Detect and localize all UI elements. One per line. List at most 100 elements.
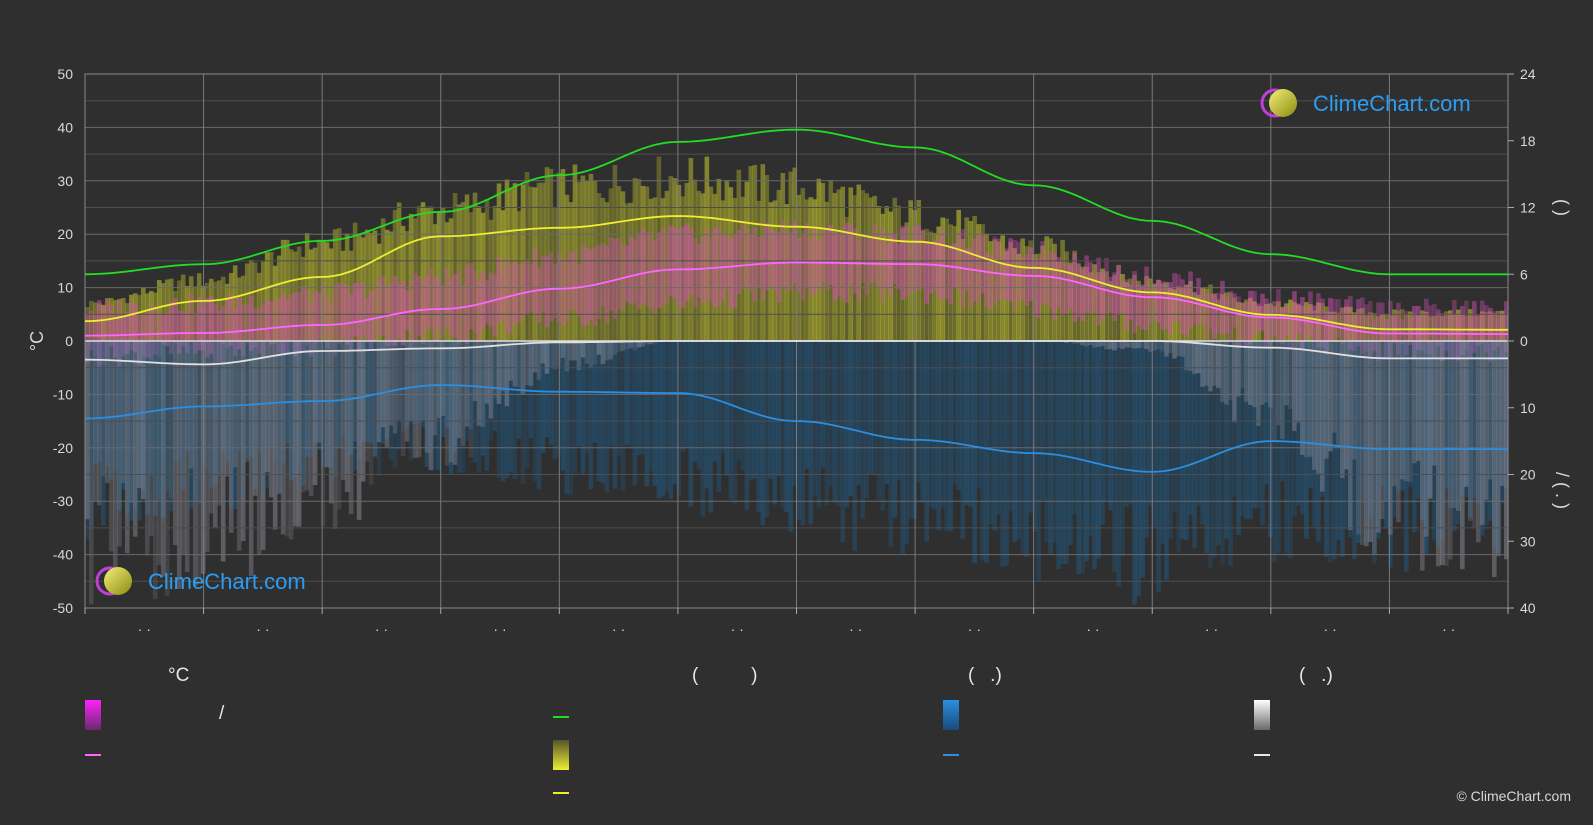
sunshine-band-bar bbox=[756, 200, 762, 341]
temperature-band-bar bbox=[216, 310, 222, 363]
temperature-band-bar bbox=[1248, 290, 1253, 345]
temperature-band-bar bbox=[1300, 296, 1305, 350]
sunshine-band-bar bbox=[456, 204, 462, 341]
rain-band-bar bbox=[1044, 341, 1049, 543]
rain-band-bar bbox=[1256, 341, 1261, 508]
temperature-band-bar bbox=[1008, 238, 1013, 302]
temperature-band-bar bbox=[856, 241, 862, 301]
temperature-band-bar bbox=[1192, 293, 1197, 325]
rain-band-bar bbox=[692, 341, 698, 462]
sunshine-band-bar bbox=[1396, 310, 1401, 341]
rain-band-bar bbox=[564, 341, 570, 495]
sunshine-band-bar bbox=[628, 202, 634, 341]
logo-bottom-left: ClimeChart.com bbox=[95, 566, 306, 596]
rain-band-bar bbox=[300, 341, 306, 487]
snow-band-bar bbox=[112, 341, 118, 590]
rain-band-bar bbox=[940, 341, 945, 508]
rain-band-bar bbox=[312, 341, 318, 443]
sunshine-band-bar bbox=[500, 210, 506, 341]
temperature-band-bar bbox=[1184, 284, 1189, 337]
snow-band-bar bbox=[1076, 341, 1081, 344]
sunshine-band-bar bbox=[1160, 283, 1165, 341]
temperature-band-bar bbox=[464, 265, 470, 344]
sunshine-band-bar bbox=[980, 224, 985, 341]
left-tick-label: -10 bbox=[53, 386, 73, 402]
temperature-band-bar bbox=[636, 232, 642, 310]
sunshine-band-bar bbox=[1492, 313, 1497, 341]
rain-band-bar bbox=[600, 341, 606, 484]
snow-band-bar bbox=[1224, 341, 1229, 405]
rain-band-bar bbox=[1504, 341, 1509, 489]
temperature-band-bar bbox=[744, 228, 750, 288]
temperature-band-bar bbox=[592, 247, 598, 327]
legend-sunshine-swatch bbox=[553, 740, 569, 770]
snow-band-bar bbox=[308, 341, 314, 497]
sunshine-band-bar bbox=[204, 282, 210, 341]
sunshine-band-bar bbox=[1144, 275, 1149, 341]
rain-band-bar bbox=[1316, 341, 1321, 542]
temperature-band-bar bbox=[448, 278, 454, 336]
rain-band-bar bbox=[1228, 341, 1233, 567]
temperature-band-bar bbox=[340, 284, 346, 338]
sunshine-band-bar bbox=[968, 221, 973, 341]
sunshine-band-bar bbox=[1064, 251, 1069, 341]
temperature-band-bar bbox=[328, 302, 334, 339]
snow-band-bar bbox=[148, 341, 154, 537]
sunshine-band-bar bbox=[988, 241, 993, 341]
snow-band-bar bbox=[584, 341, 590, 364]
temperature-band-bar bbox=[272, 299, 278, 344]
snow-band-bar bbox=[272, 341, 278, 530]
sunshine-band-bar bbox=[320, 240, 326, 341]
snow-band-bar bbox=[596, 341, 602, 355]
sunshine-band-bar bbox=[1444, 311, 1449, 341]
rain-band-bar bbox=[392, 341, 398, 469]
sunshine-band-bar bbox=[916, 199, 922, 341]
rain-band-bar bbox=[916, 341, 922, 483]
rain-band-bar bbox=[212, 341, 218, 485]
sunshine-band-bar bbox=[424, 206, 430, 341]
temperature-band-bar bbox=[1100, 272, 1105, 319]
rain-band-bar bbox=[1324, 341, 1329, 558]
rain-band-bar bbox=[1140, 341, 1145, 578]
rain-band-bar bbox=[800, 341, 806, 526]
rain-band-bar bbox=[864, 341, 870, 498]
rain-band-bar bbox=[892, 341, 898, 518]
sunshine-band-bar bbox=[1368, 312, 1373, 341]
legend-temp-mean-swatch bbox=[85, 754, 101, 756]
sunshine-band-bar bbox=[1104, 271, 1109, 341]
sunshine-band-bar bbox=[996, 241, 1001, 341]
sunshine-band-bar bbox=[1372, 313, 1377, 341]
snow-band-bar bbox=[1492, 341, 1497, 578]
temperature-band-bar bbox=[1296, 303, 1301, 334]
snow-band-bar bbox=[300, 341, 306, 493]
snow-band-bar bbox=[1184, 341, 1189, 371]
snow-band-bar bbox=[1280, 341, 1285, 439]
rain-band-bar bbox=[1076, 341, 1081, 575]
snow-band-bar bbox=[232, 341, 238, 468]
rain-band-bar bbox=[852, 341, 858, 551]
sunshine-band-bar bbox=[760, 164, 766, 341]
temperature-band-bar bbox=[760, 236, 766, 300]
temperature-band-bar bbox=[680, 227, 686, 309]
snow-band-bar bbox=[1484, 341, 1489, 500]
snow-band-bar bbox=[588, 341, 594, 369]
temperature-band-bar bbox=[1412, 305, 1417, 359]
snow-band-bar bbox=[1440, 341, 1445, 565]
temperature-band-bar bbox=[672, 227, 678, 299]
temperature-band-bar bbox=[136, 314, 142, 365]
temperature-band-bar bbox=[120, 317, 126, 356]
temperature-band-bar bbox=[1048, 251, 1053, 310]
sunshine-band-bar bbox=[92, 302, 98, 341]
rain-band-bar bbox=[804, 341, 810, 469]
snow-band-bar bbox=[496, 341, 502, 405]
temperature-band-bar bbox=[1124, 279, 1129, 331]
temperature-band-bar bbox=[552, 263, 558, 319]
snow-band-bar bbox=[1360, 341, 1365, 545]
temperature-band-bar bbox=[732, 234, 738, 309]
snow-band-bar bbox=[1128, 341, 1133, 348]
snow-band-bar bbox=[184, 341, 190, 572]
snow-band-bar bbox=[1500, 341, 1505, 486]
legend-snow-header: ( .) bbox=[1299, 665, 1333, 686]
rain-band-bar bbox=[452, 341, 458, 453]
sunshine-band-bar bbox=[428, 206, 434, 341]
